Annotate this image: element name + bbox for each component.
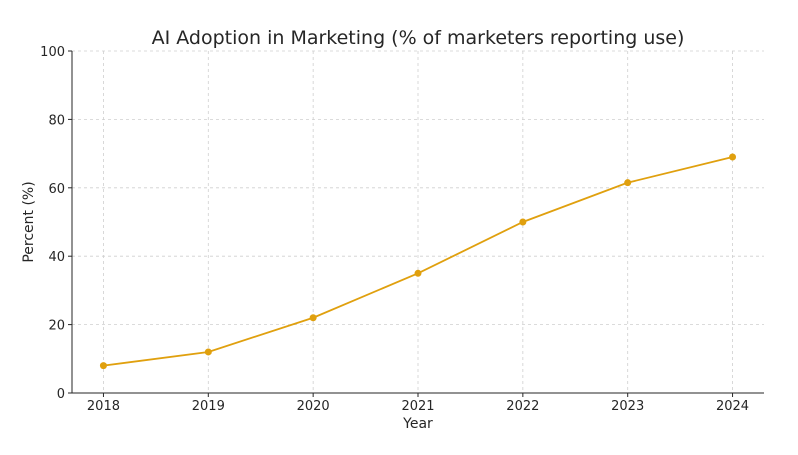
data-point — [99, 362, 107, 370]
y-tick-label: 80 — [48, 113, 65, 128]
x-tick-label: 2024 — [716, 399, 749, 414]
x-tick-label: 2021 — [401, 399, 434, 414]
y-tick-label: 60 — [48, 182, 65, 197]
data-point — [414, 269, 422, 277]
series — [99, 153, 737, 370]
y-tick-label: 20 — [48, 319, 65, 334]
tick-labels: 2018 2019 2020 2021 2022 2023 2024 0 20 40 60 80 100 — [40, 45, 749, 414]
x-tick-label: 2020 — [297, 399, 330, 414]
x-tick-label: 2018 — [87, 399, 120, 414]
grid — [72, 50, 764, 394]
x-tick-label: 2023 — [611, 399, 644, 414]
chart-title: AI Adoption in Marketing (% of marketers… — [152, 27, 685, 49]
data-point — [204, 348, 212, 356]
data-point — [519, 218, 527, 226]
axes — [68, 50, 764, 397]
y-tick-label: 40 — [48, 250, 65, 265]
data-point — [729, 153, 737, 161]
y-axis-label: Percent (%) — [21, 181, 37, 262]
y-tick-label: 0 — [57, 387, 65, 402]
data-point — [624, 179, 632, 187]
y-tick-label: 100 — [40, 45, 65, 60]
x-tick-label: 2022 — [506, 399, 539, 414]
x-tick-label: 2019 — [192, 399, 225, 414]
x-axis-label: Year — [402, 416, 433, 432]
data-point — [309, 314, 317, 322]
